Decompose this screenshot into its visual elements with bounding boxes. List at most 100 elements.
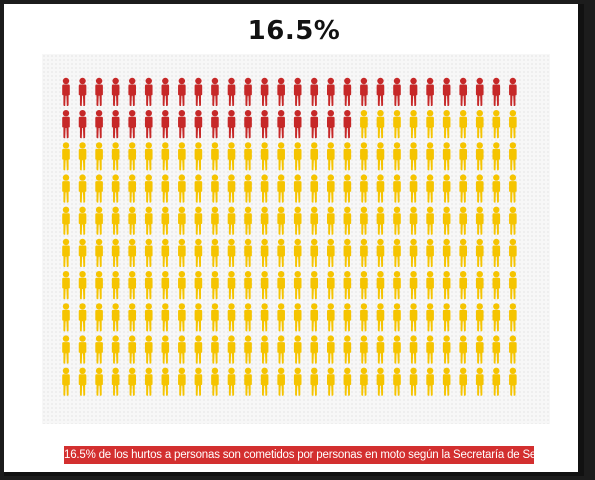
person-icon: [211, 142, 219, 171]
person-icon: [144, 206, 153, 235]
person-icon-highlighted: [244, 77, 252, 106]
person-icon-highlighted: [178, 77, 186, 106]
person-icon: [360, 367, 368, 396]
person-icon: [111, 206, 120, 235]
person-icon-highlighted: [128, 110, 136, 139]
person-icon: [492, 335, 501, 364]
person-icon: [111, 367, 120, 396]
person-icon-highlighted: [376, 77, 385, 106]
person-icon: [509, 206, 517, 235]
person-icon: [293, 271, 302, 300]
person-icon: [211, 335, 219, 364]
person-icon: [376, 110, 385, 139]
person-icon: [227, 142, 236, 171]
person-icon: [128, 238, 136, 267]
person-icon-highlighted: [293, 110, 302, 139]
person-icon: [78, 174, 87, 203]
person-icon: [426, 238, 434, 267]
person-icon-highlighted: [111, 110, 120, 139]
person-icon: [95, 142, 103, 171]
person-icon: [161, 335, 170, 364]
person-icon: [327, 335, 335, 364]
person-icon: [426, 174, 434, 203]
person-icon: [343, 238, 352, 267]
person-icon: [442, 271, 451, 300]
person-icon: [509, 142, 517, 171]
person-icon: [161, 367, 170, 396]
person-icon-highlighted: [161, 77, 170, 106]
person-icon: [442, 367, 451, 396]
person-icon: [293, 238, 302, 267]
person-icon: [244, 238, 252, 267]
person-icon: [459, 174, 467, 203]
person-icon: [360, 142, 368, 171]
person-icon-highlighted: [293, 77, 302, 106]
person-icon: [459, 335, 467, 364]
person-icon: [409, 174, 418, 203]
person-icon: [376, 367, 385, 396]
person-icon-highlighted: [95, 110, 103, 139]
person-icon: [376, 206, 385, 235]
person-icon: [111, 303, 120, 332]
person-icon: [426, 335, 434, 364]
person-icon: [62, 271, 70, 300]
person-icon: [111, 271, 120, 300]
person-icon: [244, 303, 252, 332]
person-icon: [194, 238, 203, 267]
person-icon: [343, 142, 352, 171]
person-icon: [293, 142, 302, 171]
person-icon: [492, 303, 501, 332]
person-icon: [310, 238, 319, 267]
person-icon-highlighted: [426, 77, 434, 106]
person-icon: [227, 238, 236, 267]
person-icon: [360, 110, 368, 139]
person-icon: [95, 303, 103, 332]
person-icon: [277, 142, 285, 171]
person-icon: [293, 335, 302, 364]
person-icon: [360, 174, 368, 203]
person-icon: [194, 174, 203, 203]
person-icon: [343, 367, 352, 396]
person-icon-highlighted: [459, 77, 467, 106]
person-icon: [128, 367, 136, 396]
person-icon: [492, 271, 501, 300]
card: 16.5% 16.5% de los hurtos a personas son…: [4, 4, 584, 476]
person-icon-highlighted: [62, 77, 70, 106]
person-icon-highlighted: [327, 110, 335, 139]
person-icon: [244, 271, 252, 300]
person-icon: [144, 142, 153, 171]
person-icon-highlighted: [492, 77, 501, 106]
person-icon: [194, 271, 203, 300]
person-icon: [492, 110, 501, 139]
person-icon-highlighted: [475, 77, 484, 106]
person-icon: [409, 142, 418, 171]
person-icon: [62, 335, 70, 364]
person-icon: [161, 174, 170, 203]
person-icon: [376, 174, 385, 203]
person-icon: [62, 206, 70, 235]
person-icon: [426, 303, 434, 332]
person-icon: [459, 110, 467, 139]
person-icon: [260, 303, 269, 332]
person-icon: [442, 238, 451, 267]
person-icon-highlighted: [260, 77, 269, 106]
person-icon: [509, 335, 517, 364]
person-icon: [78, 367, 87, 396]
person-icon: [244, 335, 252, 364]
person-icon: [360, 335, 368, 364]
person-icon: [293, 367, 302, 396]
person-icon: [277, 271, 285, 300]
person-icon: [78, 142, 87, 171]
person-icon: [62, 142, 70, 171]
person-icon: [128, 271, 136, 300]
person-icon: [310, 206, 319, 235]
person-icon: [409, 110, 418, 139]
person-icon: [475, 335, 484, 364]
person-icon: [178, 335, 186, 364]
person-icon: [194, 142, 203, 171]
person-icon: [260, 206, 269, 235]
person-icon: [393, 110, 401, 139]
person-icon: [492, 174, 501, 203]
person-icon-highlighted: [360, 77, 368, 106]
person-icon-highlighted: [310, 77, 319, 106]
